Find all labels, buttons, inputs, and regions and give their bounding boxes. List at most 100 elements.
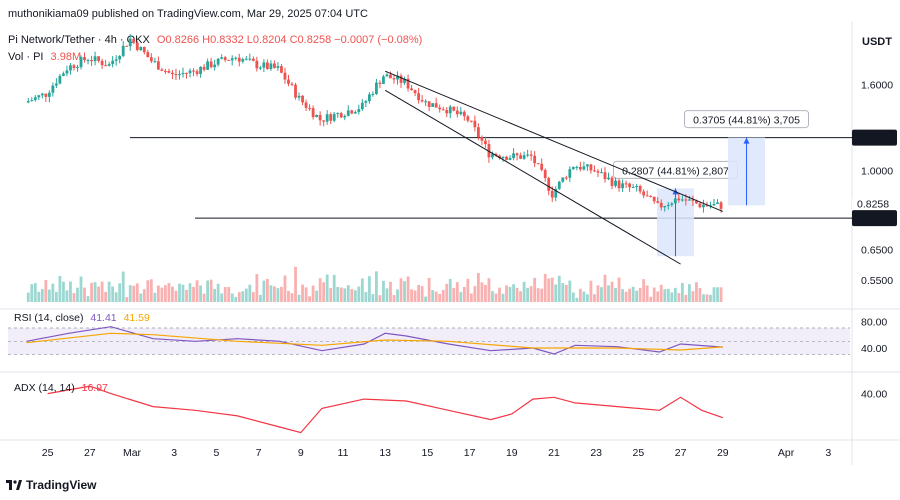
volume-bar <box>62 281 65 302</box>
candle-body <box>79 57 83 68</box>
volume-bar <box>375 271 378 302</box>
candle-body <box>505 156 508 160</box>
price-lines: 1.1973 0.7712 0.8258 <box>130 129 897 227</box>
x-tick-label: 29 <box>717 447 729 459</box>
tradingview-logo[interactable]: TradingView <box>6 478 96 492</box>
rsi-tick-label: 80.00 <box>861 316 887 328</box>
volume-bar <box>543 273 547 302</box>
volume-bar <box>666 288 670 302</box>
candle-body <box>547 177 551 191</box>
volume-bar <box>673 287 677 302</box>
candle-body <box>526 154 530 156</box>
x-tick-label: 23 <box>590 447 602 459</box>
candle-body <box>290 83 294 85</box>
candle-body <box>339 113 343 118</box>
grid <box>0 22 900 465</box>
volume-bar <box>248 284 252 302</box>
candle-body <box>424 101 428 103</box>
volume-bar <box>195 280 199 302</box>
price-tick-label: 1.0000 <box>861 166 893 178</box>
price-tick-label: 0.5500 <box>861 275 893 287</box>
candle-body <box>677 198 681 201</box>
candle-body <box>410 88 413 91</box>
candle-body <box>515 153 519 156</box>
volume-bar <box>121 271 125 302</box>
candle-body <box>234 57 238 59</box>
volume-value: 3.98M <box>50 51 82 63</box>
channel-lines[interactable] <box>384 70 723 265</box>
volume-bar <box>325 274 329 302</box>
symbol-legend[interactable]: Pi Network/Tether · 4h · OKX O0.8266 H0.… <box>8 34 422 46</box>
volume-legend[interactable]: Vol · PI 3.98M <box>8 51 81 63</box>
volume-bar <box>164 285 167 302</box>
candle-body <box>420 100 424 102</box>
candle-body <box>385 74 389 77</box>
candle-body <box>635 185 639 187</box>
candle-body <box>255 60 259 69</box>
candle-body <box>491 153 494 158</box>
volume-bar <box>484 284 487 302</box>
candle-body <box>37 95 41 98</box>
volume-bar <box>262 280 266 302</box>
candle-body <box>466 116 470 121</box>
volume-bar <box>659 284 663 302</box>
x-tick-label: 27 <box>675 447 687 459</box>
candle-body <box>26 101 30 103</box>
candle-body <box>691 199 695 201</box>
candle-body <box>248 58 252 60</box>
volume-bar <box>628 288 632 302</box>
rsi-tick-label: 40.00 <box>861 343 887 355</box>
candle-body <box>128 38 132 47</box>
candle-body <box>149 57 153 62</box>
candle-body <box>118 55 122 60</box>
candle-body <box>448 106 452 114</box>
candle-body <box>125 45 129 47</box>
adx-legend[interactable]: ADX (14, 14) 16.97 <box>14 382 108 394</box>
volume-bar <box>434 291 438 302</box>
volume-bar <box>301 284 304 302</box>
candle-body <box>480 137 484 141</box>
volume-bar <box>118 283 122 302</box>
volume-bar <box>206 280 210 302</box>
volume-bar <box>652 287 656 302</box>
candle-body <box>360 102 364 110</box>
candle-body <box>220 57 224 59</box>
candle-body <box>614 180 617 186</box>
volume-bar <box>498 287 501 302</box>
candle-body <box>251 58 255 61</box>
rsi-legend[interactable]: RSI (14, close) 41.41 41.59 <box>14 312 150 324</box>
candle-body <box>522 155 526 159</box>
volume-bar <box>167 283 171 302</box>
volume-bar <box>417 284 421 302</box>
candle-body <box>244 58 248 60</box>
volume-bar <box>586 294 589 302</box>
volume-bar <box>90 282 93 302</box>
candle-body <box>188 70 192 74</box>
volume-bar <box>536 288 540 302</box>
price-line-tag <box>852 129 897 146</box>
volume-bar <box>114 292 118 302</box>
candle-body <box>287 79 290 84</box>
volume-bar <box>353 290 357 302</box>
volume-bar <box>568 280 572 302</box>
volume-bar <box>607 285 610 302</box>
candle-body <box>621 183 624 189</box>
candle-body <box>455 110 459 115</box>
candle-body <box>90 60 93 62</box>
candle-body <box>199 66 202 74</box>
volume-bar <box>65 290 69 302</box>
candle-body <box>33 97 37 101</box>
candle-body <box>283 72 287 80</box>
x-tick-label: 15 <box>422 447 434 459</box>
candle-body <box>642 191 646 196</box>
volume-bar <box>297 294 301 302</box>
candle-body <box>441 109 445 111</box>
candle-body <box>445 110 449 114</box>
measure-label: 0.2807 (44.81%) 2,807 <box>622 165 729 177</box>
measurements[interactable]: 0.2807 (44.81%) 2,807 0.3705 (44.81%) 3,7… <box>613 110 809 257</box>
volume-bar <box>452 287 456 302</box>
candle-body <box>206 61 210 70</box>
volume-bar <box>230 293 234 302</box>
candle-body <box>712 203 716 206</box>
